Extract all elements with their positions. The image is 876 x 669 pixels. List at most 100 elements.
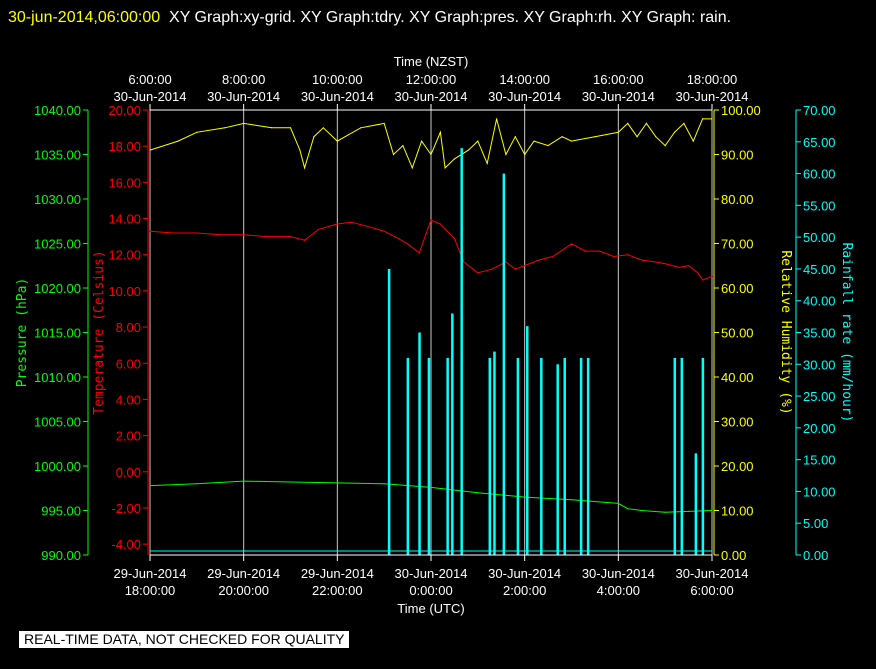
top-tick-time-3: 12:00:00 (406, 72, 457, 87)
tdry-point-28 (570, 243, 573, 245)
humidity-tick-label-4: 40.00 (721, 370, 754, 385)
tdry-point-10 (350, 221, 352, 223)
rain-bar-4 (446, 357, 449, 555)
tdry-point-13 (397, 237, 399, 240)
tdry-point-31 (613, 255, 615, 258)
pressure-tick-label-4: 1010.00 (34, 370, 81, 385)
rh-point-27 (514, 136, 516, 138)
pressure-tick-label-2: 1000.00 (34, 459, 81, 474)
rh-point-20 (444, 167, 446, 169)
rh-point-38 (655, 136, 657, 138)
tdry-point-24 (514, 268, 516, 270)
pres-point-5 (383, 483, 385, 485)
pres-point-9 (570, 499, 573, 501)
tdry-point-38 (697, 272, 699, 274)
tdry-point-30 (599, 250, 601, 252)
rh-point-5 (271, 127, 273, 129)
rh-point-42 (692, 140, 694, 142)
grid-lines (149, 109, 713, 556)
tdry-point-18 (439, 223, 441, 225)
pres-point-4 (336, 482, 338, 484)
tdry-point-39 (702, 279, 704, 281)
top-tick-date-6: 30-Jun-2014 (676, 89, 749, 104)
tdry-point-7 (303, 239, 306, 241)
pres-point-1 (196, 483, 198, 485)
rh-point-19 (439, 131, 441, 133)
bottom-tick-time-5: 4:00:00 (597, 583, 640, 598)
pres-point-0 (149, 484, 151, 487)
rh-point-31 (561, 136, 563, 138)
rh-point-32 (570, 140, 573, 142)
tdry-point-27 (552, 255, 554, 258)
pres-point-8 (524, 496, 526, 498)
tdry-point-34 (655, 261, 657, 263)
rh-point-28 (524, 153, 526, 156)
tdry-point-20 (463, 261, 465, 263)
rh-point-34 (617, 131, 619, 133)
rh-point-29 (533, 140, 535, 142)
pres-point-13 (664, 511, 666, 513)
quality-notice: REAL-TIME DATA, NOT CHECKED FOR QUALITY (19, 631, 350, 648)
temperature-tick-label-0: -4.00 (111, 537, 141, 552)
top-tick-time-0: 6:00:00 (128, 72, 171, 87)
rainfall-tick-label-7: 35.00 (803, 326, 836, 341)
rh-point-14 (392, 153, 395, 156)
top-axis-title: Time (NZST) (394, 54, 469, 69)
rainfall-tick-label-3: 15.00 (803, 453, 836, 468)
tdry-point-36 (678, 266, 680, 268)
bottom-axis-title: Time (UTC) (397, 601, 464, 616)
rainfall-tick-label-8: 40.00 (803, 294, 836, 309)
humidity-axis-label: Relative Humidity (%) (778, 250, 793, 414)
rh-point-26 (505, 153, 507, 156)
rainfall-tick-label-6: 30.00 (803, 357, 836, 372)
rh-point-9 (313, 136, 315, 138)
pressure-tick-label-0: 990.00 (41, 548, 81, 563)
tdry-point-25 (524, 264, 526, 267)
axes: Time (NZST) Time (UTC) 6:00:00 30-Jun-2014 8… (15, 54, 854, 616)
rain-bar-1 (406, 357, 410, 555)
pressure-tick-label-3: 1005.00 (34, 415, 81, 430)
rain-bar-12 (540, 357, 543, 555)
rh-point-24 (486, 162, 488, 164)
rain-bar-3 (427, 357, 431, 555)
tdry-point-23 (505, 261, 507, 263)
rh-point-36 (636, 136, 638, 138)
rh-point-43 (702, 118, 704, 120)
rainfall-tick-label-11: 55.00 (803, 198, 836, 213)
top-tick-time-1: 8:00:00 (222, 72, 265, 87)
pres-line (149, 480, 713, 513)
graph-header: 30-jun-2014,06:00:00 XY Graph:xy-grid. X… (8, 4, 858, 32)
rh-point-3 (224, 127, 226, 129)
temperature-tick-label-10: 16.00 (108, 175, 141, 190)
rh-point-40 (673, 131, 676, 133)
tdry-point-14 (406, 243, 409, 245)
tdry-point-1 (172, 232, 175, 234)
tdry-point-35 (664, 263, 666, 265)
tdry-point-9 (336, 223, 338, 225)
humidity-tick-label-1: 10.00 (721, 504, 754, 519)
top-tick-date-5: 30-Jun-2014 (582, 89, 655, 104)
rain-bar-5 (451, 313, 454, 555)
rainfall-tick-label-10: 50.00 (803, 230, 836, 245)
temperature-tick-label-2: 0.00 (116, 465, 141, 480)
bottom-tick-date-3: 30-Jun-2014 (395, 566, 468, 581)
tdry-point-5 (266, 236, 268, 238)
rh-point-15 (402, 145, 404, 147)
rh-point-13 (383, 122, 385, 124)
rainfall-tick-label-5: 25.00 (803, 389, 836, 404)
bottom-tick-time-3: 0:00:00 (409, 583, 452, 598)
tdry-point-12 (383, 230, 385, 232)
rain-bar-19 (694, 453, 698, 555)
tdry-point-16 (425, 232, 427, 234)
temperature-tick-label-1: -2.00 (111, 501, 141, 516)
pressure-tick-label-5: 1015.00 (34, 326, 81, 341)
temperature-tick-label-11: 18.00 (108, 139, 141, 154)
top-tick-date-2: 30-Jun-2014 (301, 89, 374, 104)
pres-point-14 (687, 510, 690, 512)
pres-point-7 (477, 492, 479, 494)
rain-bar-2 (418, 332, 421, 555)
temperature-tick-label-6: 8.00 (116, 320, 141, 335)
tdry-point-6 (289, 236, 292, 238)
rain-bar-16 (586, 357, 590, 555)
pres-point-2 (243, 480, 245, 482)
